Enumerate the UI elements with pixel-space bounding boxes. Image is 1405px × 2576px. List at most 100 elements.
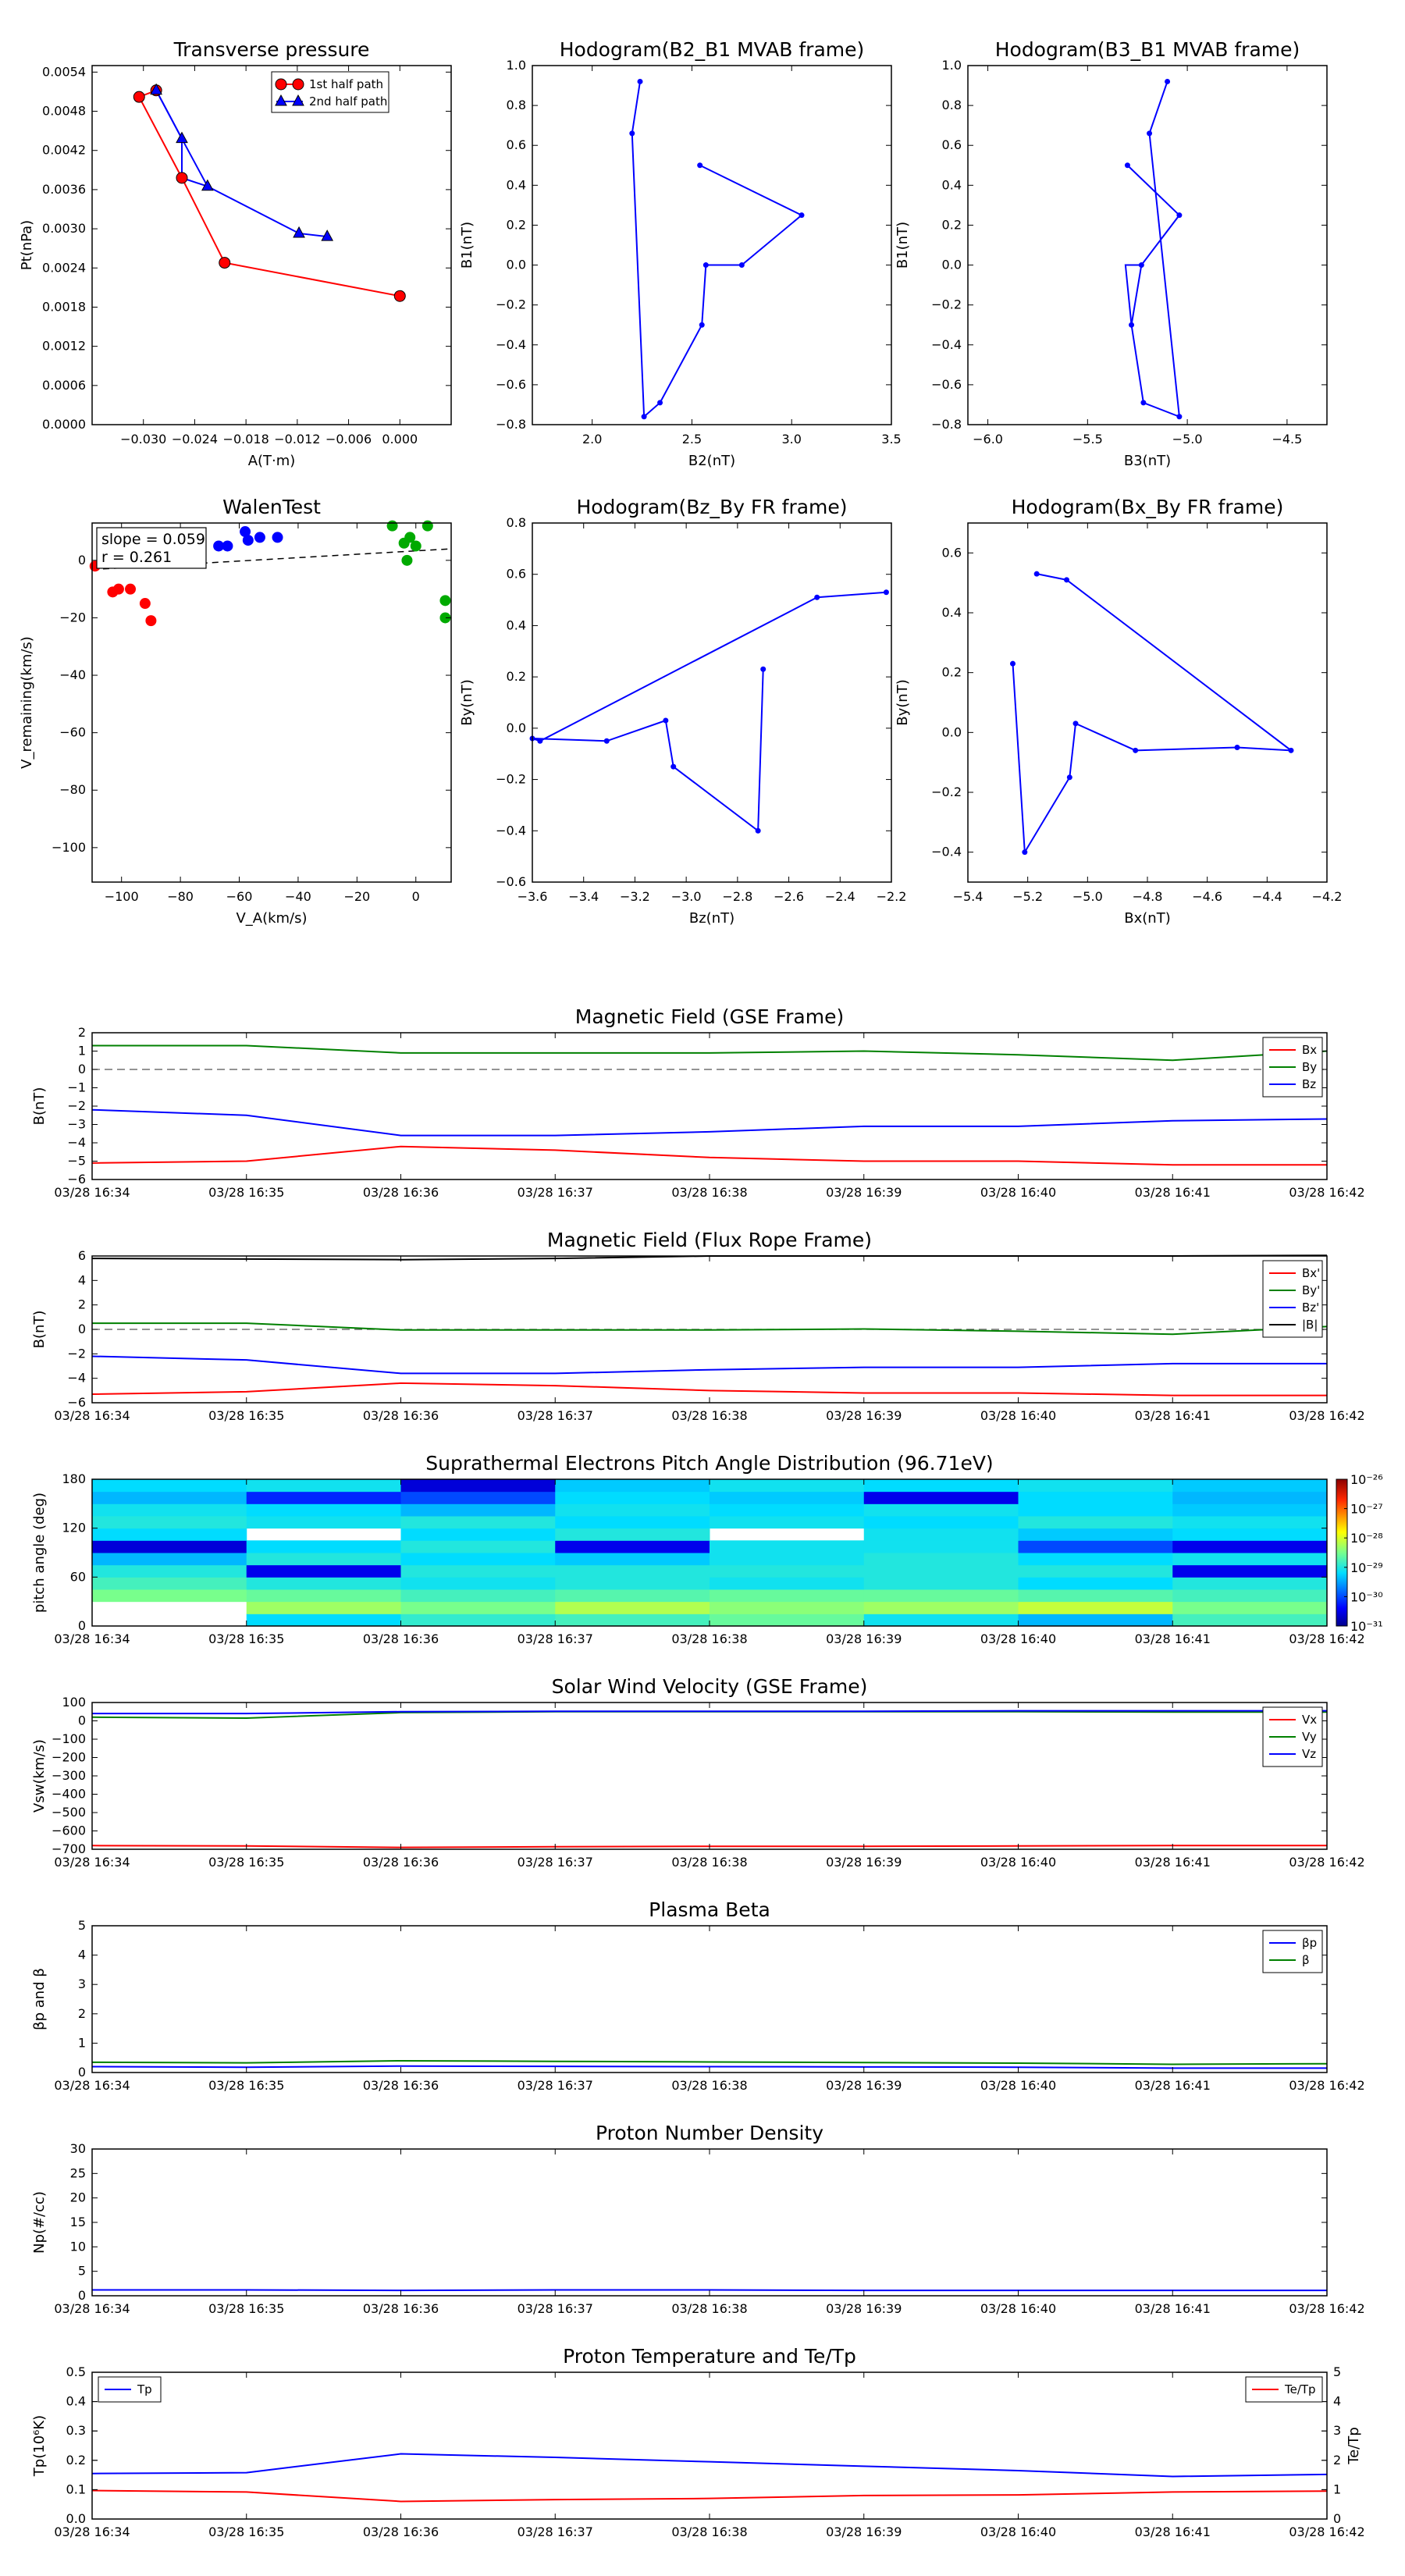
hzy-xtick-label: −2.6 [774, 889, 804, 904]
h21-ytick-label: −0.2 [496, 297, 526, 312]
bfr-ytick-label: −2 [67, 1346, 86, 1361]
pad-colorbar-label: 10⁻²⁹ [1350, 1560, 1383, 1575]
hzy-plot-frame [532, 522, 892, 883]
pad-heatmap-cell [246, 1503, 401, 1517]
hxy-data-point [1288, 747, 1294, 753]
vsw-ytick-label: −200 [52, 1750, 86, 1765]
h21-title: Hodogram(B2_B1 MVAB frame) [560, 38, 865, 61]
pad-heatmap-cell [710, 1564, 865, 1578]
h21-data-point [637, 78, 643, 84]
pad-ytick-label: 0 [78, 1618, 86, 1633]
h31-xtick-label: −4.5 [1272, 432, 1302, 447]
beta-series-line [91, 2065, 1327, 2069]
hzy-ytick-label: −0.4 [496, 823, 526, 838]
walen-xtick-label: −20 [343, 889, 370, 904]
vsw-ytick-label: −700 [52, 1841, 86, 1856]
h31-ytick-label: −0.4 [931, 337, 962, 352]
pt-data-point [293, 226, 305, 238]
pad-colorbar-label: 10⁻²⁶ [1350, 1472, 1383, 1487]
bgse-xtick-label: 03/28 16:36 [363, 1185, 439, 1200]
h21-ytick-label: −0.8 [496, 417, 526, 432]
np-xtick-label: 03/28 16:37 [518, 2301, 593, 2316]
beta-ytick-label: 2 [78, 2006, 86, 2021]
tp-title: Proton Temperature and Te/Tp [563, 2345, 856, 2368]
pad-heatmap-cell [1172, 1601, 1328, 1614]
tp-legend-label: Tp [137, 2382, 152, 2396]
pt-xtick-label: −0.030 [120, 432, 166, 447]
bgse-ytick-label: −2 [67, 1098, 86, 1113]
walen-data-point [125, 583, 137, 595]
tp-ytick-label: 0.5 [66, 2364, 86, 2379]
bfr-legend-label: By' [1302, 1283, 1320, 1297]
bfr-xtick-label: 03/28 16:35 [208, 1408, 284, 1423]
hzy-ytick-label: 0.2 [507, 669, 526, 684]
hxy-xtick-label: −5.2 [1012, 889, 1043, 904]
hzy-xlabel: Bz(nT) [689, 910, 735, 927]
tp-ytick-label: 2 [1333, 2453, 1341, 2467]
h31-data-point [1147, 130, 1153, 137]
pt-data-point [201, 179, 214, 191]
h21-data-point [697, 162, 703, 169]
walen-data-point [401, 554, 413, 566]
pad-heatmap-cell [246, 1577, 401, 1590]
vsw-ytick-label: −500 [52, 1805, 86, 1820]
pad-heatmap-cell [710, 1503, 865, 1517]
tp-xtick-label: 03/28 16:37 [518, 2524, 593, 2539]
bfr-xtick-label: 03/28 16:40 [980, 1408, 1056, 1423]
pad-ytick-label: 180 [62, 1471, 86, 1486]
hxy-data-point [1066, 774, 1072, 781]
pad-heatmap-cell [1172, 1528, 1328, 1541]
hzy-chart: Hodogram(Bz_By FR frame) −3.6 −3.4 −3.2 −3.0… [459, 496, 906, 927]
beta-ytick-label: 5 [78, 1918, 86, 1933]
hzy-data-point [883, 589, 889, 596]
bgse-ylabel: B(nT) [31, 1087, 48, 1126]
pad-heatmap-cell [92, 1577, 247, 1590]
pad-heatmap-cell [1172, 1564, 1328, 1578]
hzy-data-point [755, 827, 761, 834]
pad-xtick-label: 03/28 16:41 [1135, 1631, 1211, 1646]
vsw-ytick-label: −100 [52, 1731, 86, 1746]
pad-heatmap-cell [400, 1564, 556, 1578]
h31-data-point [1138, 262, 1144, 269]
pad-heatmap-cell [400, 1577, 556, 1590]
pad-heatmap-cell [400, 1479, 556, 1493]
vsw-xtick-label: 03/28 16:41 [1135, 1855, 1211, 1870]
bgse-legend-label: By [1302, 1060, 1317, 1074]
bfr-series-line [92, 1322, 1328, 1336]
pt-ytick-label: 0.0012 [42, 339, 86, 354]
bfr-xtick-label: 03/28 16:37 [518, 1408, 593, 1423]
hxy-chart: Hodogram(Bx_By FR frame) −5.4 −5.2 −5.0 −4.8… [895, 496, 1342, 927]
walen-data-point [112, 583, 124, 595]
h21-ytick-label: 0.6 [507, 137, 526, 152]
pad-xtick-label: 03/28 16:36 [363, 1631, 439, 1646]
tp-ytick-label: 0.3 [66, 2423, 86, 2438]
tp-legend-label: Te/Tp [1284, 2382, 1316, 2396]
h21-xtick-label: 3.5 [881, 432, 901, 447]
pad-xtick-label: 03/28 16:40 [980, 1631, 1056, 1646]
pad-heatmap-cell [1018, 1577, 1173, 1590]
pad-heatmap-cell [1018, 1491, 1173, 1504]
tp-ytick-label: 1 [1333, 2482, 1341, 2496]
hxy-data-point [1010, 660, 1016, 667]
pad-heatmap-cell [1172, 1503, 1328, 1517]
walen-ytick-label: 0 [78, 553, 86, 568]
bgse-ytick-label: −6 [67, 1172, 86, 1187]
tp-ytick-label: 0.1 [66, 2482, 86, 2496]
pad-heatmap-cell [400, 1540, 556, 1553]
pad-heatmap-cell [246, 1614, 401, 1627]
pad-heatmap-cell [1172, 1491, 1328, 1504]
pt-data-point [393, 290, 406, 302]
pad-heatmap-cell [710, 1577, 865, 1590]
pad-heatmap-cell [555, 1564, 710, 1578]
tp-xtick-label: 03/28 16:41 [1135, 2524, 1211, 2539]
pad-heatmap-cell [1018, 1528, 1173, 1541]
hxy-ytick-label: 0.4 [942, 605, 962, 620]
walen-ytick-label: −20 [59, 610, 86, 624]
tp-xtick-label: 03/28 16:42 [1289, 2524, 1364, 2539]
pad-heatmap-cell [555, 1601, 710, 1614]
tp-xtick-label: 03/28 16:39 [826, 2524, 902, 2539]
h31-chart: Hodogram(B3_B1 MVAB frame) −6.0 −5.5 −5.0 −4… [895, 38, 1328, 469]
pad-heatmap-cell [710, 1589, 865, 1603]
walen-ytick-label: −60 [59, 725, 86, 740]
